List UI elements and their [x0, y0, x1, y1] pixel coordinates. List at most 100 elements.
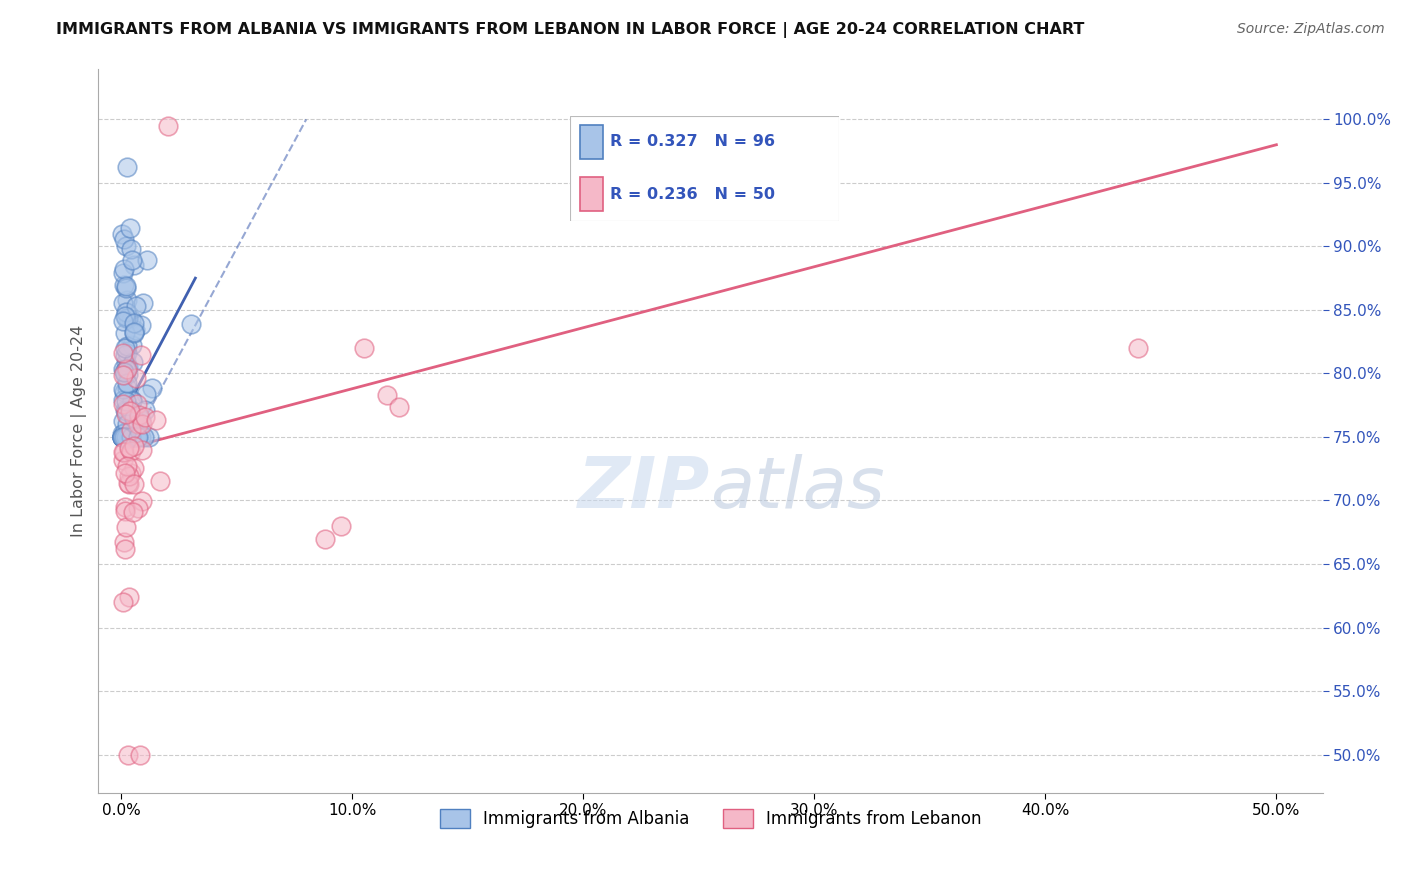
Point	[122, 326, 145, 341]
Point	[117, 160, 139, 174]
Point	[111, 430, 134, 444]
Point	[118, 591, 141, 605]
Point	[111, 444, 134, 458]
Point	[111, 430, 134, 444]
Point	[135, 387, 157, 401]
Point	[115, 279, 138, 293]
Point	[156, 119, 179, 133]
Point	[145, 413, 167, 427]
Point	[124, 411, 146, 425]
Point	[111, 430, 134, 444]
Point	[115, 339, 138, 353]
Point	[120, 430, 142, 444]
Point	[118, 409, 141, 424]
Point	[112, 445, 135, 459]
Point	[329, 519, 352, 533]
Point	[180, 317, 202, 331]
Point	[117, 381, 139, 395]
Point	[127, 397, 149, 411]
Point	[127, 430, 149, 444]
Point	[115, 430, 138, 444]
Point	[115, 305, 138, 319]
Point	[115, 355, 138, 369]
Point	[115, 417, 138, 431]
Point	[118, 477, 141, 491]
Point	[114, 326, 136, 340]
Point	[120, 444, 142, 458]
Point	[120, 221, 142, 235]
Point	[111, 382, 134, 396]
Text: ZIP: ZIP	[578, 454, 710, 523]
Text: IMMIGRANTS FROM ALBANIA VS IMMIGRANTS FROM LEBANON IN LABOR FORCE | AGE 20-24 CO: IMMIGRANTS FROM ALBANIA VS IMMIGRANTS FR…	[56, 22, 1084, 38]
Point	[115, 362, 138, 376]
Point	[114, 500, 136, 515]
Point	[111, 314, 134, 328]
Point	[118, 430, 141, 444]
Point	[112, 296, 135, 310]
Point	[114, 277, 136, 292]
Point	[375, 388, 398, 402]
Point	[120, 312, 142, 326]
Point	[121, 417, 143, 431]
Point	[121, 393, 143, 408]
Point	[115, 345, 138, 359]
Text: Source: ZipAtlas.com: Source: ZipAtlas.com	[1237, 22, 1385, 37]
Point	[131, 417, 153, 432]
Point	[127, 417, 149, 431]
Point	[121, 393, 143, 408]
Point	[117, 430, 139, 444]
Point	[114, 407, 136, 421]
Point	[132, 430, 155, 444]
Point	[115, 430, 138, 444]
Point	[128, 408, 150, 422]
Point	[111, 392, 134, 407]
Point	[134, 402, 156, 417]
Point	[111, 361, 134, 376]
Point	[120, 423, 142, 437]
Point	[121, 252, 143, 267]
Point	[124, 325, 146, 339]
Point	[124, 439, 146, 453]
Point	[125, 299, 148, 313]
Point	[111, 430, 134, 444]
Point	[112, 384, 135, 399]
Point	[129, 430, 152, 444]
Point	[115, 430, 138, 444]
Point	[111, 595, 134, 609]
Point	[111, 227, 134, 241]
Point	[122, 354, 145, 368]
Point	[111, 368, 134, 382]
Point	[120, 430, 142, 444]
Point	[127, 500, 149, 515]
Point	[353, 341, 375, 355]
Text: atlas: atlas	[710, 454, 886, 523]
Point	[132, 296, 155, 310]
Point	[120, 402, 142, 417]
Point	[112, 430, 135, 444]
Point	[120, 430, 142, 444]
Point	[122, 505, 145, 519]
Point	[114, 310, 136, 325]
Point	[111, 453, 134, 467]
Point	[120, 243, 142, 257]
Point	[118, 441, 141, 455]
Point	[112, 430, 135, 444]
Point	[129, 348, 152, 362]
Point	[115, 393, 138, 408]
Point	[114, 519, 136, 533]
Point	[118, 430, 141, 444]
Point	[114, 348, 136, 362]
Y-axis label: In Labor Force | Age 20-24: In Labor Force | Age 20-24	[72, 325, 87, 537]
Point	[115, 239, 138, 253]
Point	[115, 430, 138, 444]
Point	[117, 310, 139, 325]
Point	[112, 430, 135, 444]
Point	[115, 459, 138, 474]
Point	[124, 461, 146, 475]
Point	[112, 430, 135, 444]
Point	[114, 542, 136, 557]
Point	[114, 341, 136, 355]
Point	[122, 259, 145, 273]
Point	[134, 410, 156, 425]
Point	[141, 381, 163, 395]
